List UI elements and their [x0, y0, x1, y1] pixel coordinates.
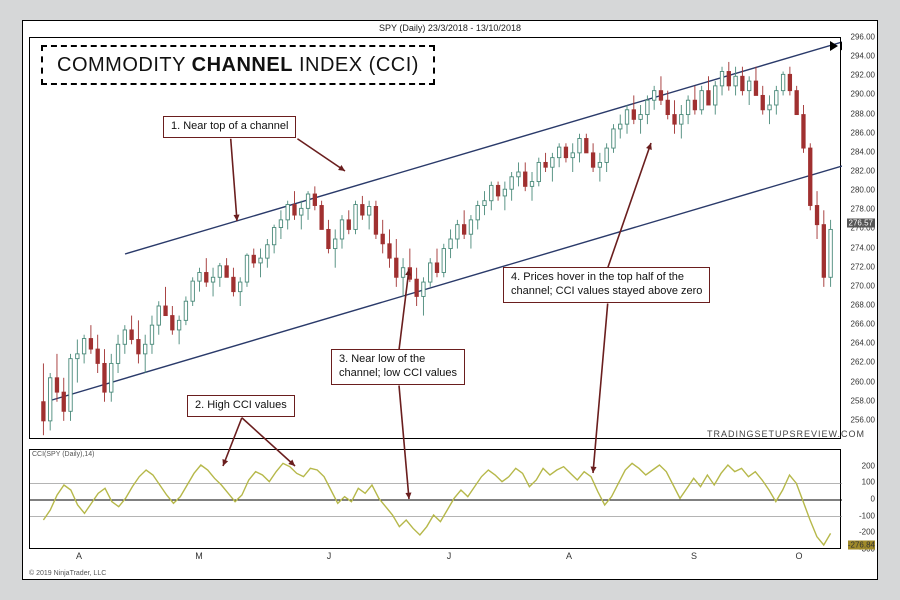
annotation-a2: 2. High CCI values — [187, 395, 295, 417]
title-prefix: COMMODITY — [57, 54, 192, 76]
title-suffix: INDEX (CCI) — [293, 54, 419, 76]
title-bold: CHANNEL — [192, 54, 293, 76]
chart-frame: SPY (Daily) 23/3/2018 - 13/10/2018 256.0… — [22, 20, 878, 580]
annotation-a4: 4. Prices hover in the top half of thech… — [503, 267, 710, 303]
price-y-axis: 256.00258.00260.00262.00264.00266.00268.… — [841, 37, 875, 439]
cci-y-axis: 2001000-100-200-300-276.84 — [841, 449, 875, 549]
credit-text: TRADINGSETUPSREVIEW.COM — [707, 429, 865, 439]
x-axis: AMJJASO — [29, 551, 841, 565]
footer-text: © 2019 NinjaTrader, LLC — [29, 570, 106, 577]
annotation-a1: 1. Near top of a channel — [163, 116, 296, 138]
chart-title: COMMODITY CHANNEL INDEX (CCI) — [41, 45, 435, 85]
annotation-a3: 3. Near low of thechannel; low CCI value… — [331, 349, 465, 385]
cci-chart: CCI(SPY (Daily),14) — [29, 449, 841, 549]
symbol-line: SPY (Daily) 23/3/2018 - 13/10/2018 — [23, 23, 877, 33]
